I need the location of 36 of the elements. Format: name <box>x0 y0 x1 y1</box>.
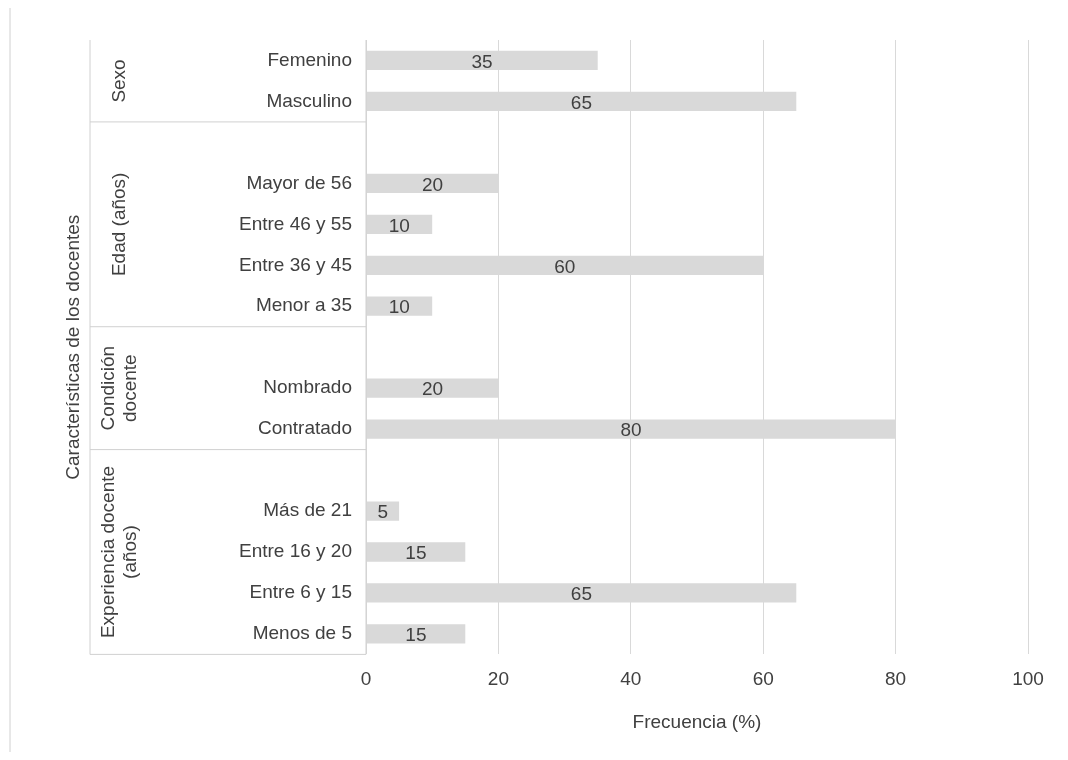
x-tick-label: 20 <box>487 668 509 690</box>
x-tick-label: 0 <box>360 668 372 690</box>
y-tick-label: Entre 46 y 55 <box>238 212 352 234</box>
text: Edad (años) <box>108 172 130 277</box>
data-label: 20 <box>421 173 444 195</box>
data-label: 65 <box>570 583 592 605</box>
y-tick-label: Menor a 35 <box>255 294 352 316</box>
data-label: 15 <box>405 542 427 564</box>
y-tick-label: Entre 36 y 45 <box>238 253 352 275</box>
y-tick-label: Nombrado <box>263 376 352 398</box>
y-tick-label: Menos de 5 <box>252 622 352 644</box>
text: Condición docente <box>97 345 141 431</box>
y-tick-label: Contratado <box>257 417 352 439</box>
x-tick-label: 60 <box>752 668 774 690</box>
x-tick-label: 100 <box>1012 668 1044 690</box>
y-tick-label: Entre 16 y 20 <box>238 540 352 562</box>
data-label: 20 <box>421 378 444 400</box>
data-label: 60 <box>554 255 576 277</box>
text: Experiencia docente (años) <box>97 465 141 639</box>
x-axis-title: Frecuencia (%) <box>632 710 762 732</box>
data-label: 15 <box>405 624 427 646</box>
data-label: 5 <box>377 501 389 523</box>
y-tick-label: Mayor de 56 <box>246 171 352 193</box>
y-tick-label: Femenino <box>267 48 352 70</box>
text: Características de los docentes <box>62 214 84 480</box>
y-tick-label: Más de 21 <box>263 499 352 521</box>
data-label: 35 <box>471 50 493 72</box>
text: Sexo <box>108 59 130 103</box>
data-label: 65 <box>570 91 592 113</box>
data-label: 80 <box>620 419 642 441</box>
x-tick-label: 80 <box>885 668 907 690</box>
data-label: 10 <box>388 214 410 236</box>
y-tick-label: Masculino <box>266 89 352 111</box>
y-tick-label: Entre 6 y 15 <box>249 581 352 603</box>
data-label: 10 <box>388 296 410 318</box>
x-tick-label: 40 <box>620 668 642 690</box>
